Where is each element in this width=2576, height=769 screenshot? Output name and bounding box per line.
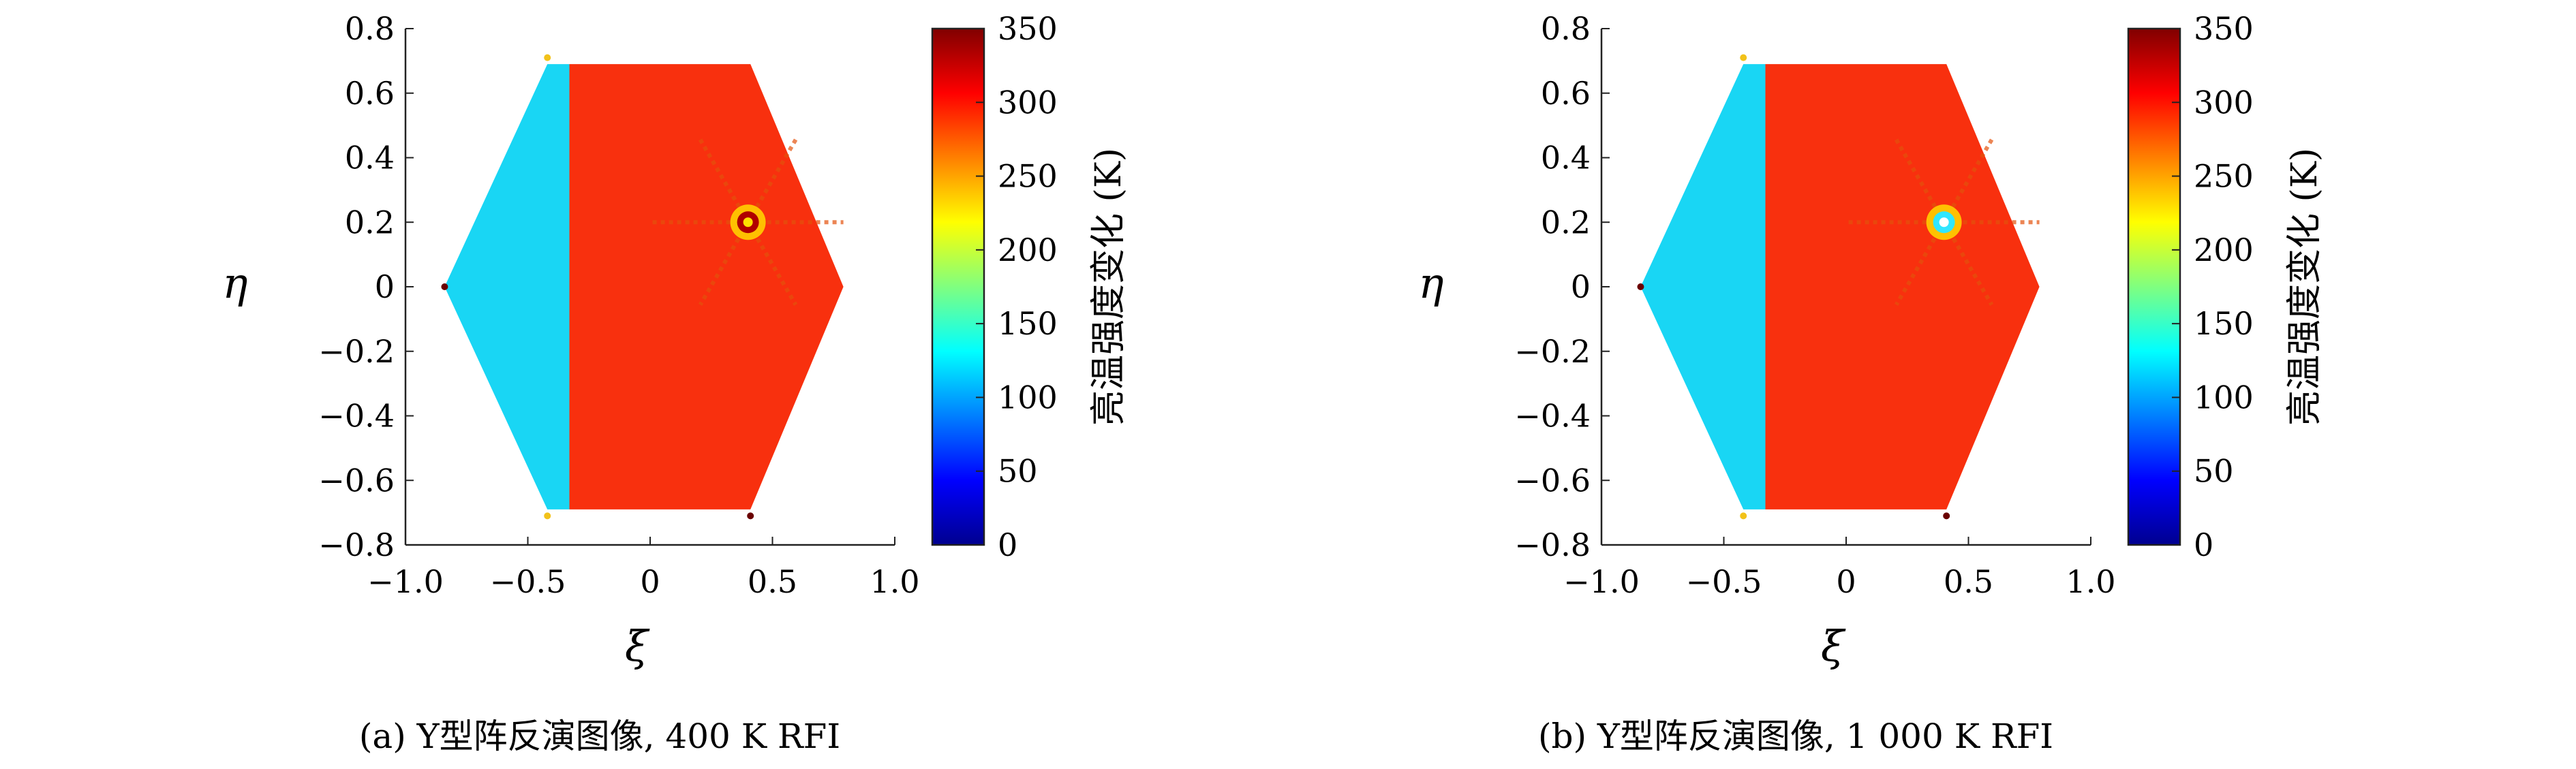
y-tick-label: 0 bbox=[375, 268, 395, 305]
x-tick-label: −1.0 bbox=[367, 563, 444, 600]
x-tick-label: 0 bbox=[640, 563, 660, 600]
y-tick-label: 0.4 bbox=[345, 140, 395, 176]
panel-b: −1.0 −0.5 0 0.5 1.0 −0.8 −0.6 −0.4 −0.2 0 0.2 0.4 0.… bbox=[1418, 10, 2325, 756]
colorbar-tick-label: 150 bbox=[998, 305, 1058, 342]
colorbar-tick-label: 0 bbox=[2194, 527, 2213, 563]
edge-artifact bbox=[544, 512, 551, 520]
y-tick-label: 0.6 bbox=[1541, 75, 1591, 112]
colorbar-tick-label: 100 bbox=[998, 379, 1058, 415]
x-tick-label: 1.0 bbox=[2066, 563, 2115, 600]
y-tick-label: 0 bbox=[1571, 268, 1591, 305]
edge-artifact bbox=[1740, 54, 1747, 61]
y-tick-label: −0.8 bbox=[1514, 527, 1591, 563]
y-tick-label: 0.8 bbox=[345, 10, 395, 47]
edge-artifact bbox=[544, 54, 551, 61]
colorbar-tick-label: 50 bbox=[2194, 453, 2234, 490]
panel-a: −1.0 −0.5 0 0.5 1.0 −0.8 −0.6 −0.4 −0.2 0 0.2 0.4 0.… bbox=[222, 10, 1129, 756]
y-axis-label: η bbox=[1418, 258, 1443, 308]
colorbar-tick-label: 100 bbox=[2194, 379, 2254, 415]
x-axis-label: ξ bbox=[1821, 621, 1846, 671]
x-tick-label: 1.0 bbox=[870, 563, 919, 600]
y-tick-label: −0.2 bbox=[318, 333, 395, 370]
panel-caption: (b) Y型阵反演图像, 1 000 K RFI bbox=[1538, 717, 2053, 756]
x-tick-label: 0.5 bbox=[1944, 563, 1993, 600]
edge-artifact bbox=[1637, 283, 1644, 290]
colorbar-tick-label: 150 bbox=[2194, 305, 2254, 342]
colorbar-tick-label: 250 bbox=[998, 158, 1058, 195]
colorbar-tick-label: 250 bbox=[2194, 158, 2254, 195]
x-tick-label: −0.5 bbox=[1686, 563, 1762, 600]
y-tick-label: 0.6 bbox=[345, 75, 395, 112]
y-tick-label: 0.2 bbox=[345, 204, 395, 240]
colorbar-label: 亮温强度变化 (K) bbox=[1088, 148, 1129, 426]
edge-artifact bbox=[1943, 512, 1950, 520]
colorbar-tick-label: 350 bbox=[2194, 10, 2254, 47]
y-tick-label: 0.8 bbox=[1541, 10, 1591, 47]
y-tick-label: 0.4 bbox=[1541, 140, 1591, 176]
colorbar-tick-label: 200 bbox=[998, 232, 1058, 268]
region-low-brightness bbox=[444, 64, 570, 509]
y-tick-label: −0.6 bbox=[1514, 462, 1591, 499]
colorbar-tick-label: 50 bbox=[998, 453, 1038, 490]
x-axis-label: ξ bbox=[625, 621, 650, 671]
colorbar-tick-label: 300 bbox=[2194, 84, 2254, 121]
colorbar bbox=[2127, 27, 2181, 546]
colorbar-tick-label: 0 bbox=[998, 527, 1017, 563]
y-tick-label: −0.2 bbox=[1514, 333, 1591, 370]
y-tick-label: −0.4 bbox=[318, 398, 395, 435]
x-tick-label: −1.0 bbox=[1563, 563, 1640, 600]
x-tick-label: 0 bbox=[1836, 563, 1856, 600]
colorbar-label: 亮温强度变化 (K) bbox=[2284, 148, 2325, 426]
region-high-brightness bbox=[1765, 64, 2040, 509]
region-low-brightness bbox=[1640, 64, 1766, 509]
y-tick-label: −0.6 bbox=[318, 462, 395, 499]
y-tick-label: 0.2 bbox=[1541, 204, 1591, 240]
x-tick-label: 0.5 bbox=[748, 563, 797, 600]
y-tick-label: −0.8 bbox=[318, 527, 395, 563]
edge-artifact bbox=[1740, 512, 1747, 520]
y-tick-label: −0.4 bbox=[1514, 398, 1591, 435]
edge-artifact bbox=[747, 512, 754, 520]
rfi-hotspot bbox=[1848, 138, 2040, 306]
rfi-hotspot bbox=[652, 138, 844, 306]
colorbar-tick-label: 350 bbox=[998, 10, 1058, 47]
colorbar-tick-label: 300 bbox=[998, 84, 1058, 121]
colorbar bbox=[931, 27, 985, 546]
region-high-brightness bbox=[569, 64, 844, 509]
panel-caption: (a) Y型阵反演图像, 400 K RFI bbox=[359, 717, 840, 756]
x-tick-label: −0.5 bbox=[490, 563, 566, 600]
colorbar-tick-label: 200 bbox=[2194, 232, 2254, 268]
edge-artifact bbox=[441, 283, 448, 290]
y-axis-label: η bbox=[222, 258, 247, 308]
